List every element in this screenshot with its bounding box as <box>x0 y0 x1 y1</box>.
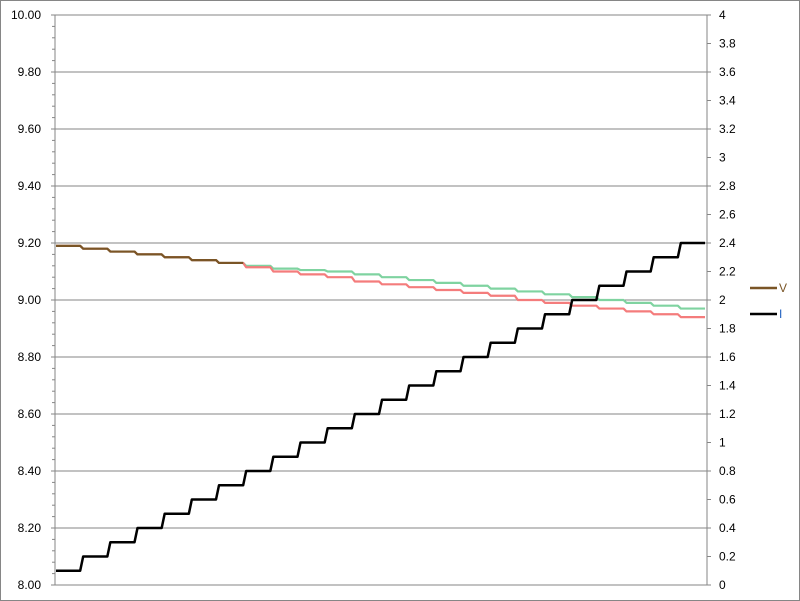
left-tick-label: 8.60 <box>18 407 42 421</box>
right-tick-label: 0.4 <box>719 521 736 535</box>
right-tick-label: 2.8 <box>719 179 736 193</box>
right-tick-label: 2.4 <box>719 236 736 250</box>
right-tick-label: 2.6 <box>719 208 736 222</box>
left-tick-label: 10.00 <box>11 8 41 22</box>
right-tick-label: 3.6 <box>719 65 736 79</box>
left-tick-label: 8.40 <box>18 464 42 478</box>
right-tick-label: 3.2 <box>719 122 736 136</box>
legend-label: I <box>779 307 782 321</box>
left-tick-label: 9.60 <box>18 122 42 136</box>
right-tick-label: 4 <box>719 8 726 22</box>
right-tick-label: 1.2 <box>719 407 736 421</box>
right-tick-label: 0.8 <box>719 464 736 478</box>
left-tick-label: 9.80 <box>18 65 42 79</box>
right-tick-label: 0 <box>719 578 726 592</box>
right-tick-label: 0.2 <box>719 550 736 564</box>
right-tick-label: 3.4 <box>719 94 736 108</box>
legend-label: V <box>779 281 787 295</box>
left-tick-label: 8.80 <box>18 350 42 364</box>
right-tick-label: 2.2 <box>719 265 736 279</box>
left-tick-label: 9.40 <box>18 179 42 193</box>
right-tick-label: 1.4 <box>719 379 736 393</box>
right-tick-label: 3 <box>719 151 726 165</box>
left-tick-label: 9.20 <box>18 236 42 250</box>
series-line-unnamed-1 <box>56 244 705 319</box>
series-line-I <box>56 241 705 572</box>
left-tick-label: 8.00 <box>18 578 42 592</box>
left-tick-label: 9.00 <box>18 293 42 307</box>
right-tick-label: 2 <box>719 293 726 307</box>
right-tick-label: 1 <box>719 436 726 450</box>
right-tick-label: 1.6 <box>719 350 736 364</box>
right-tick-label: 1.8 <box>719 322 736 336</box>
right-tick-label: 0.6 <box>719 493 736 507</box>
right-tick-label: 3.8 <box>719 37 736 51</box>
series-line-V <box>56 244 244 265</box>
left-tick-label: 8.20 <box>18 521 42 535</box>
